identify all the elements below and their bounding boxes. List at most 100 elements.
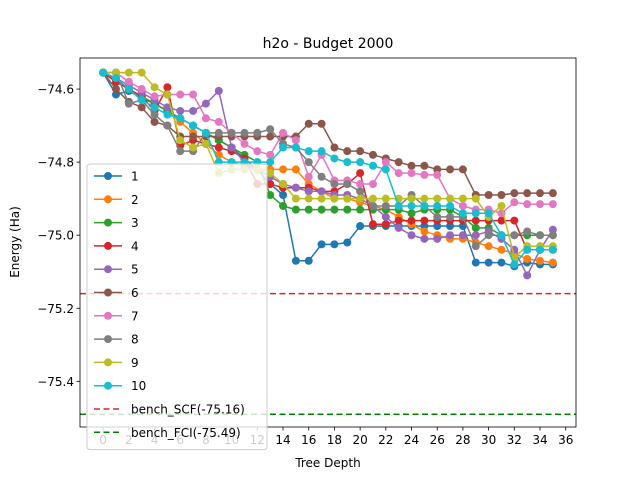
data-point (330, 180, 339, 189)
data-point (240, 128, 249, 137)
data-point (317, 205, 326, 214)
data-point (214, 143, 223, 152)
data-point (317, 194, 326, 203)
data-point (536, 200, 545, 209)
data-point (304, 205, 313, 214)
data-point (253, 128, 262, 137)
data-point (484, 191, 493, 200)
data-point (548, 245, 557, 254)
data-point (471, 258, 480, 267)
data-point (304, 172, 313, 181)
data-point (214, 86, 223, 95)
data-point (176, 90, 185, 99)
data-point (176, 106, 185, 115)
data-point (356, 180, 365, 189)
data-point (279, 191, 288, 200)
y-axis-label: Energy (Ha) (8, 206, 22, 278)
data-point (407, 169, 416, 178)
data-point (536, 245, 545, 254)
x-tick-label: 22 (378, 433, 393, 447)
data-point (368, 150, 377, 159)
y-tick-label: −75.0 (37, 229, 74, 243)
data-point (484, 231, 493, 240)
data-point (330, 194, 339, 203)
data-point (484, 242, 493, 251)
x-axis-label: Tree Depth (294, 456, 360, 470)
data-point (291, 194, 300, 203)
data-point (497, 231, 506, 240)
data-point (189, 90, 198, 99)
x-tick-label: 34 (532, 433, 547, 447)
data-point (548, 200, 557, 209)
data-point (304, 158, 313, 167)
legend-label: 9 (131, 356, 139, 370)
data-point (279, 143, 288, 152)
data-point (240, 139, 249, 148)
legend-item: bench_SCF(-75.16) (94, 403, 245, 417)
data-point (163, 121, 172, 130)
legend-label: 10 (131, 379, 146, 393)
legend-item: 10 (94, 379, 146, 393)
data-point (189, 132, 198, 141)
data-point (124, 68, 133, 77)
y-tick-label: −75.4 (37, 375, 74, 389)
data-point (304, 119, 313, 128)
data-point (343, 194, 352, 203)
data-point (433, 234, 442, 243)
data-point (111, 90, 120, 99)
data-point (433, 212, 442, 221)
data-point (304, 256, 313, 265)
data-point (368, 201, 377, 210)
data-point (510, 198, 519, 207)
legend-marker (104, 218, 112, 227)
data-point (201, 99, 210, 108)
data-point (266, 158, 275, 167)
data-point (189, 106, 198, 115)
x-tick-label: 28 (455, 433, 470, 447)
legend-label: 4 (131, 239, 139, 253)
data-point (291, 183, 300, 192)
data-point (471, 194, 480, 203)
data-point (150, 103, 159, 112)
data-point (536, 189, 545, 198)
data-point (471, 242, 480, 251)
data-point (291, 136, 300, 145)
data-point (111, 85, 120, 94)
data-point (420, 161, 429, 170)
legend-item: 3 (94, 216, 139, 230)
data-point (497, 201, 506, 210)
data-point (266, 132, 275, 141)
y-tick-label: −75.2 (37, 302, 74, 316)
x-tick-label: 14 (275, 433, 290, 447)
data-point (523, 227, 532, 236)
data-point (163, 83, 172, 92)
data-point (381, 212, 390, 221)
data-point (189, 121, 198, 130)
chart-title: h2o - Budget 2000 (263, 36, 394, 52)
legend-item: 8 (94, 333, 139, 347)
data-point (317, 119, 326, 128)
data-point (368, 220, 377, 229)
data-point (446, 194, 455, 203)
data-point (394, 201, 403, 210)
data-point (458, 194, 467, 203)
data-point (536, 256, 545, 265)
data-point (266, 180, 275, 189)
data-point (458, 165, 467, 174)
data-point (471, 231, 480, 240)
data-point (266, 191, 275, 200)
data-point (356, 205, 365, 214)
data-point (356, 169, 365, 178)
data-point (458, 231, 467, 240)
data-point (433, 222, 442, 231)
data-point (381, 220, 390, 229)
data-point (420, 170, 429, 179)
plot-area (80, 68, 576, 415)
legend-label: 7 (131, 309, 139, 323)
data-point (407, 231, 416, 240)
data-point (137, 103, 146, 112)
data-point (433, 194, 442, 203)
data-point (137, 68, 146, 77)
data-point (163, 110, 172, 119)
legend-marker (104, 265, 112, 274)
